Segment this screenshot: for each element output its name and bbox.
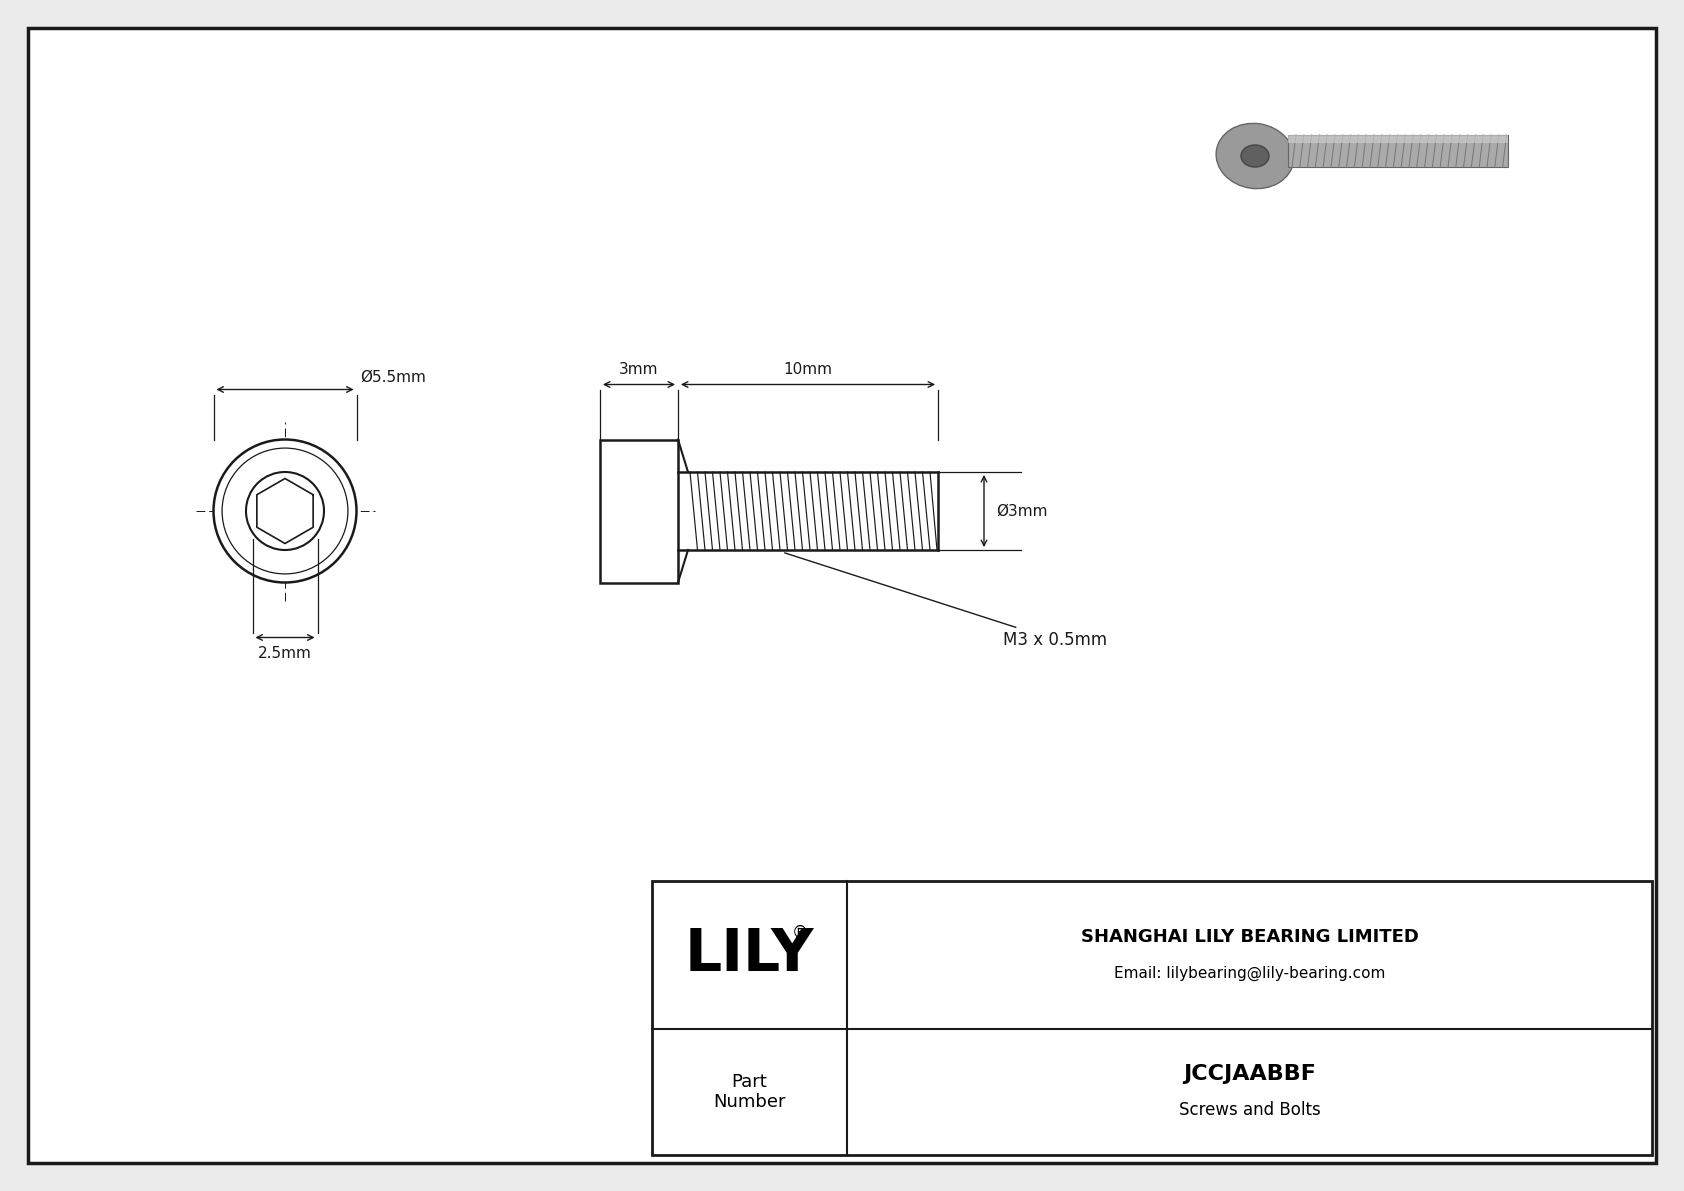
- Text: Ø5.5mm: Ø5.5mm: [360, 369, 426, 385]
- Text: Email: lilybearing@lily-bearing.com: Email: lilybearing@lily-bearing.com: [1113, 966, 1386, 980]
- Circle shape: [246, 472, 323, 550]
- Text: LILY: LILY: [685, 927, 813, 984]
- Bar: [652, 881, 1652, 1155]
- Text: Part
Number: Part Number: [714, 1073, 786, 1111]
- Text: Ø3mm: Ø3mm: [995, 504, 1047, 518]
- Text: 10mm: 10mm: [783, 362, 832, 378]
- Text: SHANGHAI LILY BEARING LIMITED: SHANGHAI LILY BEARING LIMITED: [1081, 928, 1418, 946]
- Ellipse shape: [1241, 145, 1270, 167]
- Text: JCCJAABBF: JCCJAABBF: [1184, 1064, 1315, 1084]
- Bar: [1288, 135, 1507, 167]
- Text: 3mm: 3mm: [620, 362, 658, 378]
- Text: ®: ®: [791, 924, 808, 942]
- Ellipse shape: [1216, 124, 1293, 188]
- Bar: [1288, 135, 1507, 143]
- Text: Screws and Bolts: Screws and Bolts: [1179, 1100, 1320, 1120]
- Circle shape: [222, 448, 349, 574]
- Bar: [600, 439, 679, 582]
- Text: M3 x 0.5mm: M3 x 0.5mm: [785, 553, 1106, 649]
- Circle shape: [214, 439, 357, 582]
- Text: 2.5mm: 2.5mm: [258, 646, 312, 661]
